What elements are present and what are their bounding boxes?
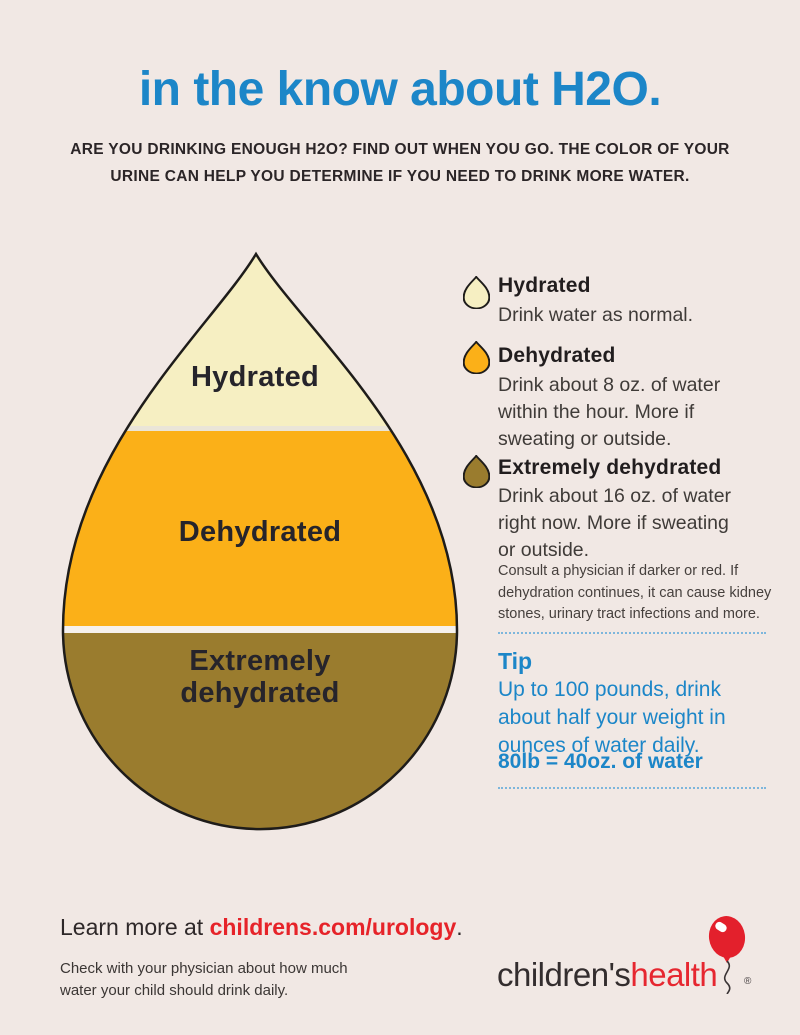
legend-body-line: right now. More if sweating (498, 512, 729, 534)
urology-link[interactable]: childrens.com/urology (209, 914, 457, 940)
disclaimer-text: Check with your physician about how much… (60, 958, 348, 1002)
legend-title-dehydrated: Dehydrated (498, 344, 616, 367)
disclaimer-line: water your child should drink daily. (60, 982, 289, 999)
legend-body-line: Drink about 8 oz. of water (498, 374, 721, 396)
learn-more-prefix: Learn more at (60, 914, 210, 940)
extremely-dehydrated-drop-icon (463, 455, 490, 488)
drop-outline (61, 251, 459, 831)
legend-body-line: Drink water as normal. (498, 304, 694, 326)
logo-childrens-text: children's (497, 956, 631, 993)
drop-band-hydrated (62, 254, 458, 426)
subtitle-line-2: URINE CAN HELP YOU DETERMINE IF YOU NEED… (110, 168, 690, 185)
tip-body: Up to 100 pounds, drink about half your … (498, 676, 778, 760)
disclaimer-line: Check with your physician about how much (60, 960, 348, 977)
drop-band-separator-2 (62, 626, 458, 633)
physician-note-line: stones, urinary tract infections and mor… (498, 606, 760, 622)
dehydrated-drop-icon (463, 341, 490, 374)
urine-color-drop-figure: Hydrated Dehydrated Extremely dehydrated (61, 251, 459, 831)
legend-body-extremely-dehydrated: Drink about 16 oz. of water right now. M… (498, 483, 778, 564)
drop-band-separator-1 (62, 426, 458, 431)
drop-label-extremely-line1: Extremely (189, 645, 330, 677)
tip-body-line: about half your weight in (498, 706, 726, 729)
drop-label-hydrated: Hydrated (191, 361, 319, 393)
physician-note: Consult a physician if darker or red. If… (498, 561, 790, 626)
page-subtitle: ARE YOU DRINKING ENOUGH H2O? FIND OUT WH… (0, 136, 800, 190)
balloon-icon (708, 916, 746, 994)
logo-health-text: health (630, 956, 718, 993)
page-title: in the know about H2O. (138, 63, 662, 116)
legend-body-hydrated: Drink water as normal. (498, 302, 778, 329)
legend-title-extremely-dehydrated: Extremely dehydrated (498, 456, 722, 479)
tip-heading: Tip (498, 648, 533, 674)
subtitle-line-1: ARE YOU DRINKING ENOUGH H2O? FIND OUT WH… (70, 141, 730, 158)
legend-body-line: Drink about 16 oz. of water (498, 485, 732, 507)
legend-column: Hydrated Drink water as normal. Dehydrat… (463, 270, 771, 800)
physician-note-line: Consult a physician if darker or red. If (498, 563, 739, 579)
legend-body-line: or outside. (498, 539, 590, 561)
drop-label-dehydrated: Dehydrated (179, 516, 342, 548)
dotted-divider-top (498, 632, 766, 634)
childrens-health-logo: children'shealth (497, 956, 718, 994)
learn-more-text: Learn more at childrens.com/urology. (60, 914, 463, 941)
legend-body-dehydrated: Drink about 8 oz. of water within the ho… (498, 372, 778, 453)
learn-more-suffix: . (456, 914, 463, 940)
drop-band-dehydrated (62, 431, 458, 626)
tip-formula: 80lb = 40oz. of water (498, 750, 703, 773)
legend-title-hydrated: Hydrated (498, 274, 591, 297)
tip-body-line: Up to 100 pounds, drink (498, 678, 721, 701)
tip-body-line: ounces of water daily. (498, 734, 700, 757)
physician-note-line: dehydration continues, it can cause kidn… (498, 584, 772, 601)
drop-label-extremely-line2: dehydrated (180, 677, 339, 709)
registered-mark: ® (744, 976, 752, 987)
hydrated-drop-icon (463, 276, 490, 309)
dotted-divider-bottom (498, 787, 766, 789)
legend-body-line: within the hour. More if (498, 401, 695, 423)
legend-body-line: sweating or outside. (498, 428, 672, 450)
